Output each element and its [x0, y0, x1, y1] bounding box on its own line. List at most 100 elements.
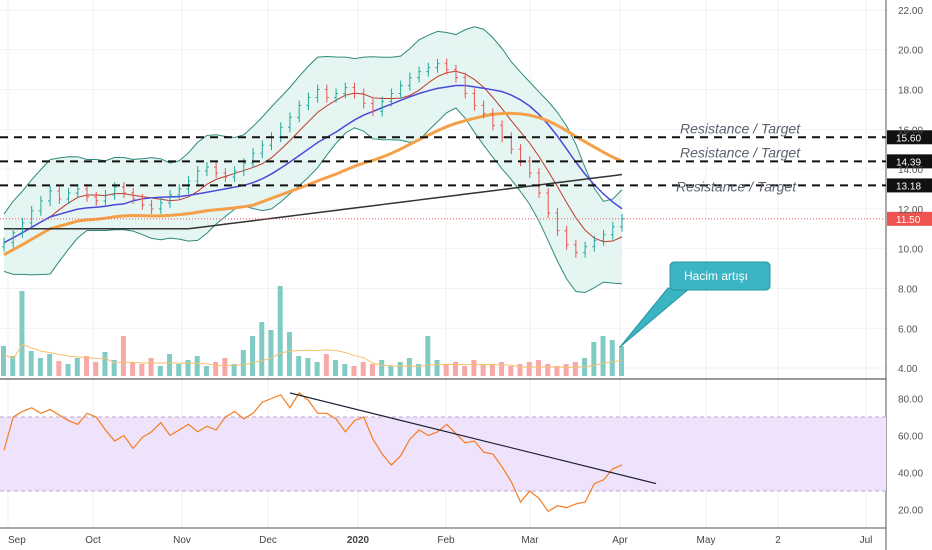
callout-pointer [619, 287, 692, 348]
volume-bar [93, 362, 99, 376]
volume-bar [111, 360, 117, 376]
resistance-levels: Resistance / Target 15.60 Resistance / Tar… [0, 120, 932, 226]
volume-bar [526, 362, 532, 376]
callout-text: Hacim artışı [684, 269, 748, 283]
volume-bar [406, 358, 412, 376]
price-axis-tick: 14.00 [898, 165, 923, 176]
volume-bar [471, 360, 477, 376]
rsi-axis-tick: 40.00 [898, 469, 923, 480]
volume-bar [416, 364, 422, 376]
volume-bar [37, 358, 43, 376]
ma-blue [3, 84, 623, 244]
level-price-badge [887, 154, 932, 169]
volume-bar [102, 352, 108, 376]
time-axis-tick: Sep [8, 535, 26, 546]
volume-bar [554, 366, 560, 376]
volume-bar [176, 364, 182, 376]
price-axis-tick: 4.00 [898, 364, 918, 375]
volume-bar [74, 358, 80, 376]
volume-bar [157, 366, 163, 376]
price-bars [2, 58, 624, 258]
price-axis-tick: 8.00 [898, 284, 918, 295]
bollinger-fill [4, 26, 622, 293]
time-axis-tick: Dec [259, 535, 277, 546]
volume-bar [443, 364, 449, 376]
volume-bar [277, 286, 283, 376]
rsi-line [3, 392, 623, 513]
time-axis-tick: 2 [775, 535, 781, 546]
volume-bar [268, 330, 274, 376]
volume-bar [323, 354, 329, 376]
volume-bar [167, 354, 173, 376]
callout-box [669, 261, 771, 291]
time-axis-tick: Mar [521, 535, 539, 546]
volume-bar [499, 362, 505, 376]
volume-bar [305, 358, 311, 376]
price-axis-tick: 16.00 [898, 125, 923, 136]
time-axis-tick: 2020 [347, 535, 370, 546]
axes: 22.00 20.00 18.00 16.00 14.00 12.00 10.00 8.00 6… [8, 6, 923, 546]
rsi-axis-tick: 80.00 [898, 395, 923, 406]
rsi-trendline [289, 392, 657, 485]
price-axis-tick: 10.00 [898, 245, 923, 256]
rsi-band [0, 416, 886, 492]
rsi-axis-tick: 20.00 [898, 506, 923, 517]
time-axis-tick: Jul [860, 535, 873, 546]
volume-bar [314, 362, 320, 376]
bollinger-bands [3, 26, 623, 294]
level-price-badge-text: 14.39 [896, 157, 921, 168]
volume-bar [148, 358, 154, 376]
volume-ma [3, 343, 623, 368]
rsi-overbought-oversold-band [0, 417, 886, 491]
volume-callout: Hacim artışı [619, 261, 771, 348]
volume-bar [28, 351, 34, 376]
time-axis-tick: Nov [173, 535, 191, 546]
level-price-badge-text: 15.60 [896, 133, 921, 144]
volume-bar [185, 360, 191, 376]
volume-bar [19, 291, 25, 376]
volume-bar [139, 364, 145, 376]
volume-bar [351, 366, 357, 376]
volume-bar [388, 366, 394, 376]
time-axis-tick: Oct [85, 535, 101, 546]
volume-bar [203, 366, 209, 376]
volume-bar [259, 322, 265, 376]
time-axis-tick: May [697, 535, 716, 546]
volume-bar [425, 336, 431, 376]
volume-bar [231, 364, 237, 376]
price-axis-tick: 22.00 [898, 6, 923, 17]
volume-bar [10, 356, 16, 376]
volume-bar [84, 356, 90, 376]
volume-bar [480, 364, 486, 376]
volume-bar [65, 364, 71, 376]
resistance-level-label: Resistance / Target [680, 120, 801, 136]
volume-bar [360, 362, 366, 376]
volume-bar [194, 356, 200, 376]
bollinger-lower [3, 107, 623, 294]
volume-bar [600, 336, 606, 376]
volume-bar [240, 350, 246, 376]
volume-bar [296, 356, 302, 376]
volume-bar [591, 342, 597, 376]
price-axis-tick: 18.00 [898, 86, 923, 97]
volume-bar [452, 362, 458, 376]
volume-bar [222, 358, 228, 376]
ma-orange [3, 111, 623, 256]
last-price-badge [887, 211, 932, 226]
level-price-badge [887, 178, 932, 193]
volume-bar [333, 360, 339, 376]
rsi-axis-tick: 60.00 [898, 432, 923, 443]
volume-bar [379, 360, 385, 376]
volume-bar [213, 362, 219, 376]
volume-bar [517, 364, 523, 376]
volume-bar [609, 340, 615, 376]
volume-bar [1, 346, 6, 376]
volume-bars [1, 286, 624, 376]
price-axis-tick: 12.00 [898, 205, 923, 216]
price-axis-tick: 6.00 [898, 324, 918, 335]
volume-bar [508, 366, 514, 376]
volume-bar [130, 362, 136, 376]
bollinger-upper [3, 26, 623, 215]
rsi-line [3, 392, 657, 513]
